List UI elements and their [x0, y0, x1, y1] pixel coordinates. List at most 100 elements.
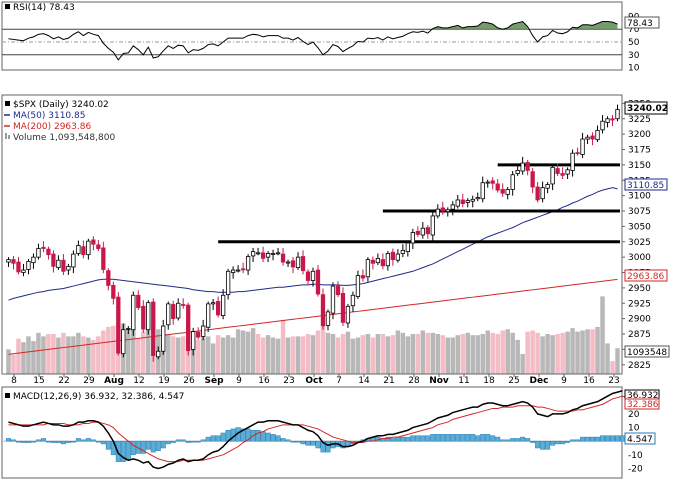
macd-histogram-bar — [5, 438, 11, 442]
x-tick-label: Sep — [204, 376, 224, 386]
macd-histogram-bar — [570, 439, 576, 442]
x-tick-label: 16 — [258, 376, 270, 386]
candle-body — [550, 166, 555, 185]
candle-body — [126, 328, 131, 330]
volume-bar — [96, 336, 101, 374]
price-tick-label: 3050 — [628, 222, 651, 232]
volume-bar — [540, 336, 545, 374]
x-tick-label: 25 — [508, 376, 519, 386]
candle-body — [360, 275, 366, 279]
candle-body — [156, 350, 161, 358]
macd-histogram-bar — [15, 440, 21, 443]
volume-bar — [605, 343, 610, 374]
volume-bar — [260, 337, 266, 374]
candle-body — [201, 325, 206, 337]
macd-histogram-bar — [555, 440, 561, 445]
candle-body — [181, 304, 186, 306]
x-tick-label: 7 — [336, 376, 342, 386]
macd-histogram-bar — [220, 432, 226, 442]
candle-body — [395, 253, 401, 261]
volume-bar — [500, 330, 505, 374]
volume-bar — [555, 334, 560, 374]
rsi-value-tag-text: 78.43 — [627, 19, 653, 29]
ma50-value-tag: 3110.85 — [624, 178, 668, 191]
x-tick-label: 23 — [608, 376, 619, 386]
macd-histogram-bar — [575, 439, 581, 442]
macd-histogram-bar — [50, 440, 56, 443]
last-price-tag-text: 3240.02 — [627, 104, 668, 114]
candle-body — [6, 259, 11, 263]
volume-bar — [425, 332, 431, 374]
volume-bar — [615, 348, 620, 374]
macd-histogram-bar — [180, 439, 186, 442]
candle-body — [260, 252, 266, 259]
candle-body — [171, 304, 176, 320]
volume-bar — [440, 335, 446, 374]
rsi-overbought-fill — [507, 21, 528, 30]
candle-body — [350, 294, 356, 307]
volume-bar — [275, 338, 281, 374]
volume-bar — [400, 332, 406, 374]
macd-histogram-bar — [300, 440, 306, 445]
volume-bar — [405, 336, 411, 374]
macd-histogram-bar — [495, 436, 501, 442]
macd-histogram-bar — [90, 439, 96, 442]
volume-bar — [480, 334, 485, 374]
candle-body — [270, 253, 276, 255]
price-tick-label: 3000 — [628, 253, 651, 263]
volume-bar — [235, 329, 241, 374]
candle-body — [520, 162, 525, 172]
macd-histogram-bar — [525, 438, 531, 442]
volume-bar — [210, 343, 216, 374]
volume-bar — [230, 337, 236, 374]
volume-bar — [515, 339, 520, 374]
macd-histogram-bar — [550, 440, 556, 446]
candle-body — [465, 200, 470, 203]
macd-histogram-bar — [520, 436, 526, 442]
volume-bar — [575, 331, 580, 374]
volume-bar — [370, 337, 376, 374]
macd-histogram-bar — [215, 435, 221, 442]
macd-tick-label: -20 — [628, 464, 643, 474]
macd-histogram-bar — [440, 434, 446, 442]
candle-body — [81, 246, 86, 256]
candle-body — [515, 170, 520, 174]
signal-value-tag-text: 32.386 — [627, 400, 659, 410]
rsi-line — [8, 20, 618, 61]
candle-body — [370, 259, 376, 264]
macd-tick-label: -10 — [628, 451, 643, 461]
macd-histogram-bar — [565, 440, 571, 443]
candle-body — [610, 118, 615, 121]
candle-body — [176, 302, 181, 319]
macd-histogram-bar — [560, 440, 566, 445]
candle-body — [106, 270, 111, 286]
candle-body — [31, 256, 36, 264]
price-legend-text: $SPX (Daily) 3240.02 — [13, 100, 109, 110]
candle-body — [585, 136, 590, 140]
volume-bar — [6, 349, 11, 374]
candle-body — [141, 305, 146, 330]
price-tick-label: 3100 — [628, 192, 651, 202]
candle-body — [540, 187, 545, 200]
candle-body — [305, 271, 311, 281]
volume-bar — [300, 336, 306, 374]
candle-body — [76, 245, 81, 254]
volume-bar — [315, 330, 321, 374]
candle-body — [136, 294, 141, 308]
candle-body — [615, 109, 620, 120]
macd-histogram-bar — [265, 432, 271, 442]
macd-signal-line — [8, 395, 628, 463]
volume-bar — [136, 338, 141, 374]
volume-bar — [465, 332, 470, 374]
macd-value-tags: 36.932 32.386 4.547 — [624, 389, 660, 445]
macd-histogram-bar — [320, 440, 326, 453]
macd-histogram-bar — [35, 439, 41, 442]
ma200-line — [8, 278, 618, 355]
macd-legend-title: MACD(12,26,9) 36.932, 32.386, 4.547 — [13, 392, 184, 402]
x-tick-label: 9 — [236, 376, 242, 386]
ma50-value-tag-text: 3110.85 — [627, 181, 664, 191]
candle-body — [71, 253, 76, 268]
macd-histogram-bar — [420, 435, 426, 442]
candle-body — [36, 248, 41, 258]
candle-body — [131, 294, 136, 331]
